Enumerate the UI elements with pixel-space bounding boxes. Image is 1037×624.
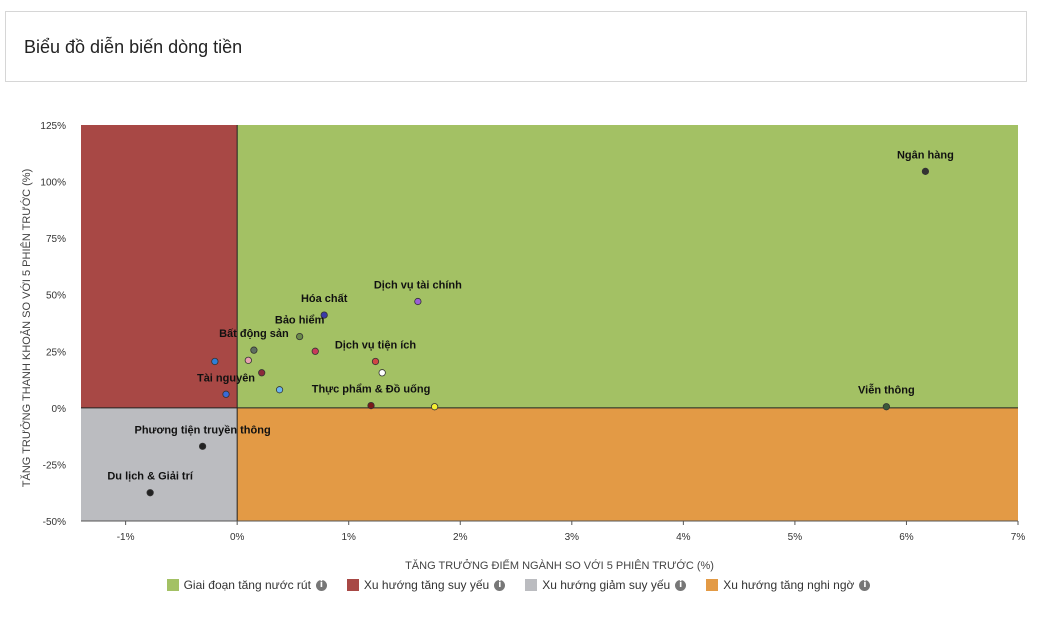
data-point <box>250 346 258 354</box>
quadrant-weak-down <box>81 407 238 521</box>
data-point <box>921 167 930 175</box>
x-tick-label: 0% <box>230 532 245 543</box>
x-tick-label: 5% <box>788 532 803 543</box>
data-point-label: Bất động sản <box>219 328 289 340</box>
x-axis-label: TĂNG TRƯỞNG ĐIỂM NGÀNH SO VỚI 5 PHIÊN TR… <box>405 559 714 572</box>
legend-label: Xu hướng tăng nghi ngờ <box>723 578 855 592</box>
quadrant-inflow <box>237 125 1018 408</box>
chart-legend: Giai đoạn tăng nước rút i Xu hướng tăng … <box>0 578 1037 592</box>
quadrant-doubt <box>237 407 1018 521</box>
data-point <box>414 297 422 306</box>
data-point-label: Thực phẩm & Đồ uống <box>312 384 431 396</box>
data-point-label: Dịch vụ tiện ích <box>335 339 417 351</box>
data-point <box>146 489 154 497</box>
legend-swatch-weak-down <box>525 579 538 591</box>
legend-item-weak-up[interactable]: Xu hướng tăng suy yếu i <box>346 578 506 592</box>
legend-item-inflow[interactable]: Giai đoạn tăng nước rút i <box>166 578 327 592</box>
data-point-label: Tài nguyên <box>197 372 255 384</box>
info-icon[interactable]: i <box>494 579 506 591</box>
y-tick-label: -50% <box>43 517 66 528</box>
data-point <box>222 390 230 398</box>
data-point <box>211 357 219 366</box>
data-point <box>378 369 386 377</box>
legend-swatch-inflow <box>166 579 179 591</box>
info-icon[interactable]: i <box>859 579 871 591</box>
data-point-label: Ngân hàng <box>897 149 954 161</box>
data-point <box>311 347 319 355</box>
y-tick-label: 100% <box>40 178 66 189</box>
data-point <box>320 311 328 319</box>
data-point-label: Dịch vụ tài chính <box>374 280 462 292</box>
x-tick-label: 1% <box>341 532 356 543</box>
data-point <box>367 401 375 410</box>
data-point-label: Hóa chất <box>301 293 348 305</box>
y-tick-label: -25% <box>43 460 66 471</box>
info-icon[interactable]: i <box>675 579 687 591</box>
data-point <box>244 356 252 364</box>
data-point-label: Viễn thông <box>858 384 915 397</box>
legend-item-weak-down[interactable]: Xu hướng giảm suy yếu i <box>525 578 687 592</box>
data-point <box>258 369 266 377</box>
y-tick-label: 25% <box>46 347 66 358</box>
data-point <box>198 442 207 450</box>
chart-title: Biểu đồ diễn biến dòng tiền <box>24 37 243 57</box>
x-tick-label: 4% <box>676 532 691 543</box>
y-tick-label: 75% <box>46 234 66 245</box>
y-axis-label: TĂNG TRƯỞNG THANH KHOẢN SO VỚI 5 PHIÊN T… <box>20 169 33 487</box>
x-tick-label: 7% <box>1011 532 1026 543</box>
legend-label: Xu hướng giảm suy yếu <box>542 578 671 592</box>
legend-swatch-doubt <box>706 579 719 591</box>
data-point <box>431 403 439 411</box>
data-point <box>371 357 380 366</box>
data-point-label: Bảo hiểm <box>275 315 325 327</box>
x-tick-label: 6% <box>899 532 914 543</box>
legend-item-doubt[interactable]: Xu hướng tăng nghi ngờ i <box>706 578 871 592</box>
y-tick-label: 50% <box>46 291 66 302</box>
data-point <box>296 332 304 341</box>
data-point-label: Phương tiện truyền thông <box>135 424 271 436</box>
y-tick-label: 0% <box>52 404 67 415</box>
cashflow-quadrant-chart: -1% 0% 1% 2% 3% 4% 5% 6% 7% -50% -25% 0% 25% 50% 75% 10… <box>20 121 1026 572</box>
legend-swatch-weak-up <box>346 579 359 591</box>
y-tick-label: 125% <box>40 121 66 132</box>
legend-label: Xu hướng tăng suy yếu <box>363 578 490 592</box>
quadrant-weak-up <box>81 125 238 408</box>
data-point <box>275 386 284 394</box>
x-tick-label: 3% <box>565 532 580 543</box>
data-point-label: Du lịch & Giải trí <box>107 471 194 483</box>
chart-header-card: Biểu đồ diễn biến dòng tiền <box>5 11 1027 82</box>
x-tick-label: -1% <box>117 532 135 543</box>
x-tick-label: 2% <box>453 532 468 543</box>
info-icon[interactable]: i <box>315 579 327 591</box>
legend-label: Giai đoạn tăng nước rút <box>183 578 311 592</box>
data-point <box>882 403 890 411</box>
